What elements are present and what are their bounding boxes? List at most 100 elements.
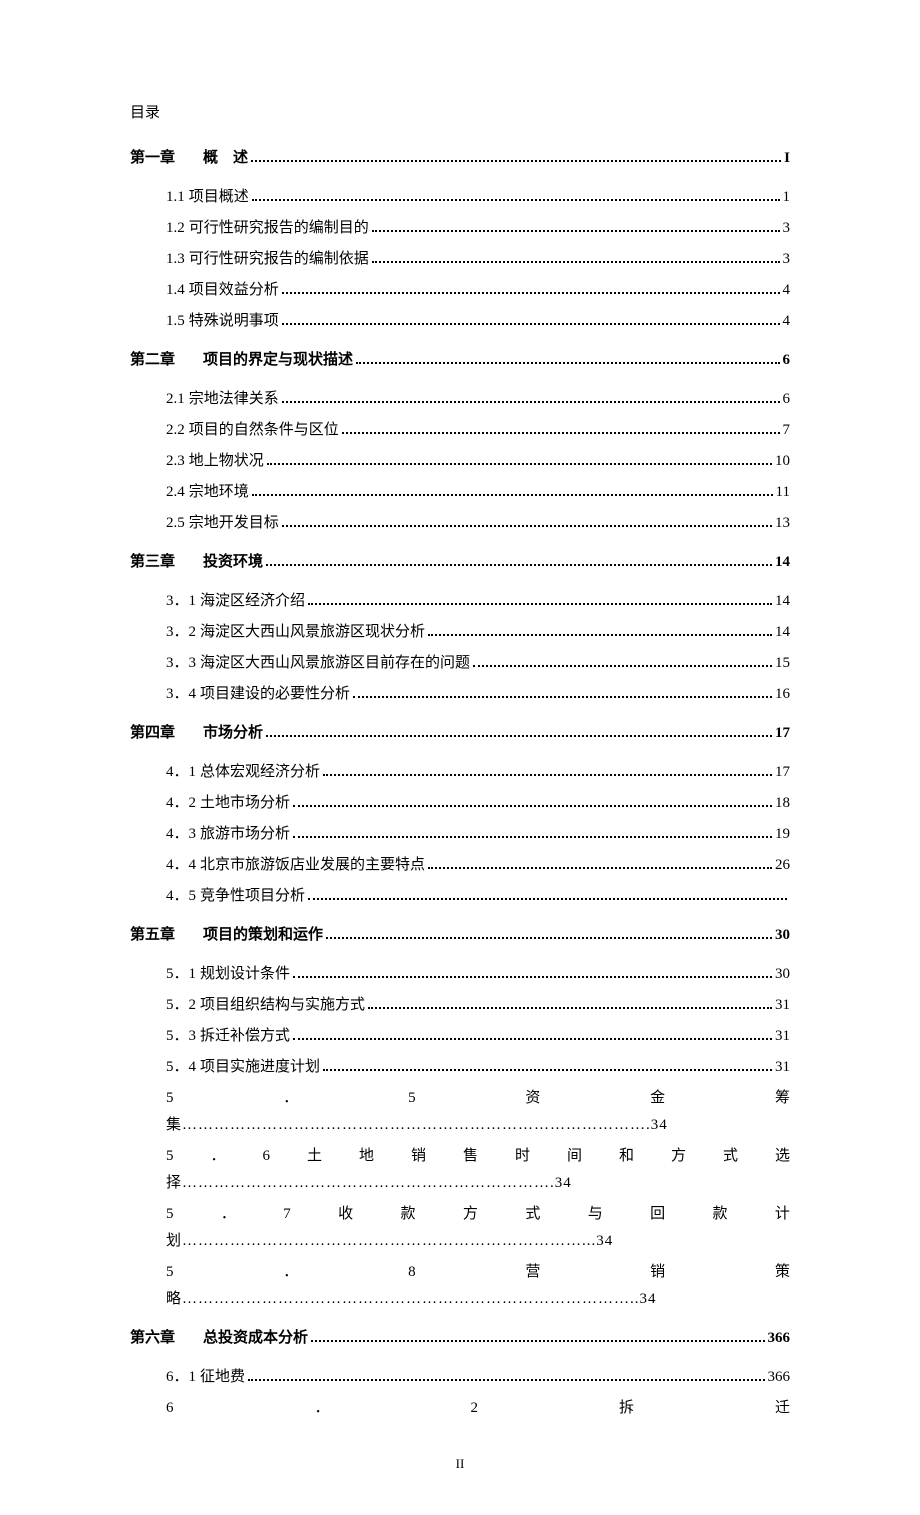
sub-page: 31 — [775, 992, 790, 1019]
dot-leader — [428, 634, 772, 636]
sub-title: 宗地法律关系 — [189, 386, 279, 413]
sub-title: 项目实施进度计划 — [200, 1054, 320, 1081]
sub-number: 2.3 — [166, 448, 185, 475]
dot-leader — [266, 735, 772, 737]
justified-line-2: 择…………………………………………………………….34 — [166, 1170, 790, 1197]
chapter-row: 第一章概 述I — [130, 145, 790, 172]
chapter-row: 第四章 市场分析 17 — [130, 720, 790, 747]
sub-item: 5．3拆迁补偿方式31 — [166, 1023, 790, 1050]
chapter-label: 第五章 — [130, 922, 175, 949]
sub-number: 2.2 — [166, 417, 185, 444]
sub-item: 4．2土地市场分析18 — [166, 790, 790, 817]
dot-leader — [356, 362, 779, 364]
sub-number: 2.5 — [166, 510, 185, 537]
dot-leader — [266, 564, 772, 566]
justified-line-1: 5．8营销策 — [166, 1259, 790, 1286]
sub-page: 31 — [775, 1054, 790, 1081]
dot-leader — [323, 1069, 772, 1071]
sub-page: 13 — [775, 510, 790, 537]
dot-leader — [372, 230, 780, 232]
dot-leader — [282, 292, 780, 294]
sub-number: 4．1 — [166, 759, 196, 786]
sub-number: 2.1 — [166, 386, 185, 413]
sub-number: 2.4 — [166, 479, 185, 506]
sub-title: 旅游市场分析 — [200, 821, 290, 848]
sub-page: 19 — [775, 821, 790, 848]
sub-item: 4．5竞争性项目分析 — [166, 883, 790, 910]
page-title: 目录 — [130, 100, 790, 127]
sub-page: 3 — [783, 246, 791, 273]
dot-leader — [342, 432, 780, 434]
sub-item: 2.5宗地开发目标 13 — [166, 510, 790, 537]
sub-title: 项目效益分析 — [189, 277, 279, 304]
dot-leader — [326, 937, 772, 939]
sub-number: 3．4 — [166, 681, 196, 708]
sub-number: 4．3 — [166, 821, 196, 848]
sub-title: 土地市场分析 — [200, 790, 290, 817]
sub-item: 5．1规划设计条件30 — [166, 961, 790, 988]
sub-item: 4．4北京市旅游饭店业发展的主要特点26 — [166, 852, 790, 879]
sub-title: 竞争性项目分析 — [200, 883, 305, 910]
dot-leader — [248, 1379, 764, 1381]
dot-leader — [282, 323, 780, 325]
sub-item: 1.1项目概述1 — [166, 184, 790, 211]
sub-title: 征地费 — [200, 1364, 245, 1391]
sub-item: 3．2海淀区大西山风景旅游区现状分析14 — [166, 619, 790, 646]
sub-page: 31 — [775, 1023, 790, 1050]
sub-page: 366 — [768, 1364, 791, 1391]
sub-number: 1.1 — [166, 184, 185, 211]
sub-item: 3．4项目建设的必要性分析16 — [166, 681, 790, 708]
justified-line-2: 集…………………………………………………………………………….34 — [166, 1112, 790, 1139]
chapter-title: 项目的策划和运作 — [203, 922, 323, 949]
sub-page: 6 — [783, 386, 791, 413]
sub-number: 5．4 — [166, 1054, 196, 1081]
sub-item: 1.4项目效益分析4 — [166, 277, 790, 304]
sub-number: 1.3 — [166, 246, 185, 273]
sub-item: 2.2项目的自然条件与区位7 — [166, 417, 790, 444]
chapter-page: I — [784, 145, 790, 172]
sub-title: 规划设计条件 — [200, 961, 290, 988]
chapter-page: 6 — [783, 347, 791, 374]
dot-leader — [293, 1038, 772, 1040]
sub-title: 总体宏观经济分析 — [200, 759, 320, 786]
dot-leader — [308, 603, 772, 605]
sub-number: 5．1 — [166, 961, 196, 988]
sub-title: 可行性研究报告的编制依据 — [189, 246, 369, 273]
sub-page: 16 — [775, 681, 790, 708]
sub-page: 11 — [776, 479, 790, 506]
dot-leader — [372, 261, 780, 263]
sub-title: 可行性研究报告的编制目的 — [189, 215, 369, 242]
sub-item: 4．1总体宏观经济分析17 — [166, 759, 790, 786]
sub-number: 1.5 — [166, 308, 185, 335]
sub-page: 14 — [775, 619, 790, 646]
chapter-title: 市场分析 — [203, 720, 263, 747]
sub-number: 6．1 — [166, 1364, 196, 1391]
sub-page: 4 — [783, 277, 791, 304]
dot-leader — [311, 1340, 764, 1342]
dot-leader — [282, 525, 772, 527]
sub-page: 15 — [775, 650, 790, 677]
chapter-row: 第三章投资环境14 — [130, 549, 790, 576]
dot-leader — [282, 401, 780, 403]
sub-title: 宗地开发目标 — [189, 510, 279, 537]
sub-item: 1.2可行性研究报告的编制目的3 — [166, 215, 790, 242]
chapter-title: 投资环境 — [203, 549, 263, 576]
sub-title: 宗地环境 — [189, 479, 249, 506]
chapter-label: 第四章 — [130, 720, 175, 747]
sub-page: 26 — [775, 852, 790, 879]
dot-leader — [252, 494, 773, 496]
table-of-contents: 第一章概 述I1.1项目概述11.2可行性研究报告的编制目的31.3可行性研究报… — [130, 145, 790, 1422]
dot-leader — [267, 463, 772, 465]
sub-number: 1.2 — [166, 215, 185, 242]
chapter-row: 第二章项目的界定与现状描述6 — [130, 347, 790, 374]
sub-item: 3．1海淀区经济介绍14 — [166, 588, 790, 615]
sub-item-justified: 5．7收款方式与回款计划…………………………………………………………………...… — [166, 1201, 790, 1255]
chapter-page: 30 — [775, 922, 790, 949]
sub-number: 3．1 — [166, 588, 196, 615]
dot-leader — [368, 1007, 772, 1009]
sub-item: 5．2项目组织结构与实施方式31 — [166, 992, 790, 1019]
dot-leader — [293, 805, 772, 807]
sub-item: 2.4宗地环境 11 — [166, 479, 790, 506]
dot-leader — [473, 665, 772, 667]
chapter-page: 17 — [775, 720, 790, 747]
